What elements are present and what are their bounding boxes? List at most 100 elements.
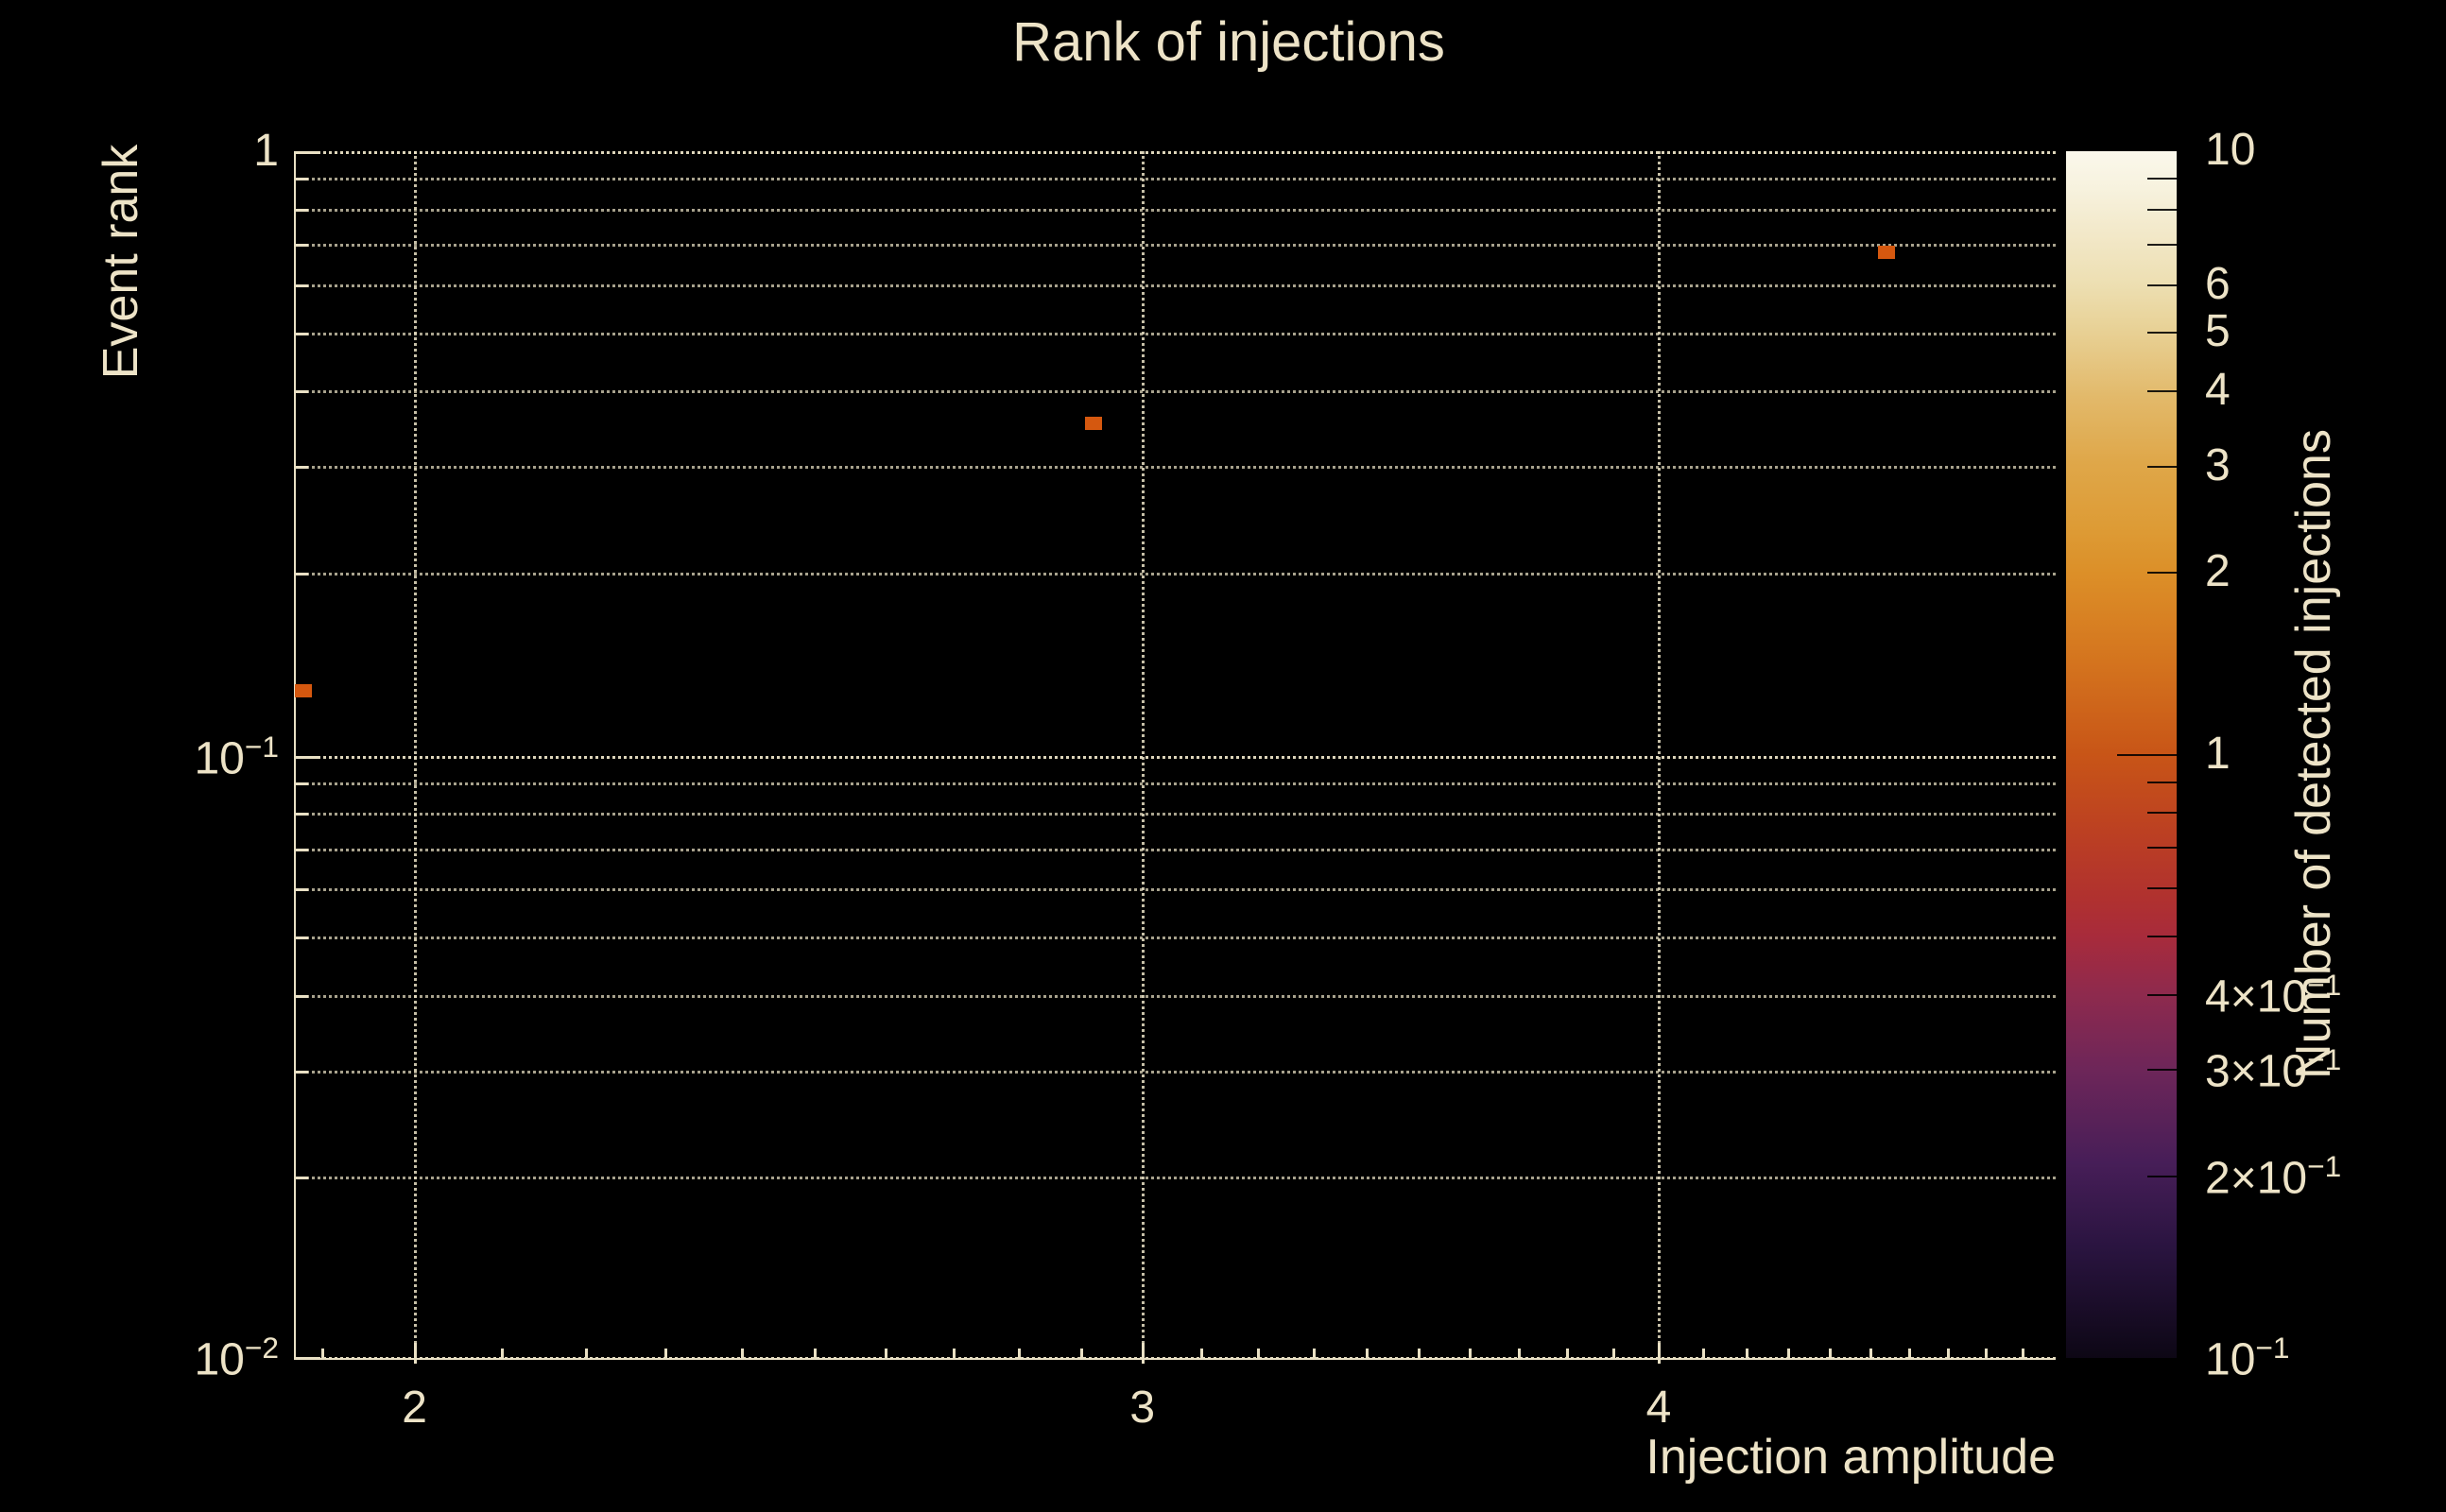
x-tick-label: 4 [1646,1383,1672,1434]
colorbar-tick [2147,390,2177,393]
x-minor-tick [1080,1349,1084,1358]
x-axis-label: Injection amplitude [1645,1430,2056,1485]
y-tick-label-exponent: −2 [244,1331,279,1365]
y-minor-tick [294,208,308,212]
x-minor-tick [1745,1349,1748,1358]
y-minor-tick [294,782,308,785]
colorbar-tick-label: 3 [2205,440,2231,491]
colorbar-tick-label: 2 [2205,546,2231,597]
colorbar-tick-label-text: 10 [2205,1334,2256,1385]
colorbar-tick [2147,993,2177,996]
colorbar-minor-tick [2147,935,2177,937]
x-minor-tick [1869,1349,1872,1358]
colorbar-tick-label: 1 [2205,729,2231,780]
y-minor-gridline [294,208,2056,212]
y-minor-tick [294,244,308,248]
colorbar-tick [2147,1175,2177,1177]
colorbar-tick-label: 10−1 [2205,1331,2290,1385]
y-minor-gridline [294,572,2056,576]
colorbar-tick-label-exponent: −1 [2307,1042,2342,1077]
y-minor-tick [294,466,308,470]
colorbar-minor-tick [2147,887,2177,890]
colorbar-tick-label: 2×10−1 [2205,1148,2342,1204]
x-minor-tick [1829,1349,1833,1358]
y-minor-tick [294,284,308,287]
x-minor-tick [1701,1349,1705,1358]
colorbar-minor-tick [2147,847,2177,850]
y-minor-gridline [294,782,2056,785]
y-minor-gridline [294,994,2056,998]
y-minor-tick [294,888,308,892]
colorbar-tick-label-text: 3×10 [2205,1046,2308,1097]
x-minor-tick [1985,1349,1989,1358]
x-minor-tick [1312,1349,1316,1358]
colorbar-tick-label-text: 2 [2205,546,2231,597]
y-minor-gridline [294,244,2056,248]
colorbar-tick-label-text: 4×10 [2205,971,2308,1022]
y-minor-tick [294,936,308,939]
y-minor-gridline [294,813,2056,816]
colorbar-tick-label-text: 1 [2205,728,2231,779]
y-tick-label: 10−2 [90,1331,279,1385]
y-minor-gridline [294,178,2056,181]
y-tick-label-text: 10 [194,1334,245,1385]
plot-area [294,151,2056,1364]
x-minor-tick [501,1349,505,1358]
colorbar-tick-label-exponent: −1 [2255,1331,2290,1365]
y-minor-gridline [294,848,2056,851]
y-minor-tick [294,1070,308,1074]
x-major-gridline [1658,151,1662,1360]
x-minor-tick [1787,1349,1791,1358]
y-axis-spine [294,151,296,1360]
y-major-gridline [294,151,2056,154]
colorbar-tick [2147,572,2177,575]
y-minor-tick [294,178,308,181]
colorbar-tick [2117,753,2177,756]
y-minor-tick [294,390,308,394]
y-tick-label-exponent: −1 [244,729,279,764]
x-tick-label-text: 3 [1129,1383,1156,1433]
x-minor-tick [664,1349,668,1358]
x-tick-label-text: 4 [1645,1383,1672,1433]
colorbar-tick-label: 4 [2205,365,2231,416]
y-minor-tick [294,848,308,851]
y-minor-gridline [294,1177,2056,1180]
colorbar-minor-tick [2147,178,2177,180]
y-minor-gridline [294,1070,2056,1074]
y-tick-label: 1 [90,126,279,177]
colorbar-tick-label-text: 2×10 [2205,1153,2308,1204]
colorbar-tick-label-exponent: −1 [2307,967,2342,1002]
x-minor-tick [814,1349,818,1358]
x-tick-label-text: 2 [402,1383,427,1433]
y-tick-label-text: 1 [253,126,279,176]
y-minor-gridline [294,466,2056,470]
colorbar-tick-label-text: 3 [2205,439,2231,490]
y-tick-label: 10−1 [90,730,279,784]
colorbar-tick [2147,465,2177,468]
colorbar-tick-label: 3×10−1 [2205,1043,2341,1097]
colorbar-tick-label-text: 6 [2205,258,2231,309]
colorbar-tick-label: 5 [2205,306,2231,357]
colorbar-tick-label-text: 10 [2205,125,2256,175]
x-minor-tick [1418,1349,1421,1358]
x-major-gridline [413,151,417,1360]
y-minor-tick [294,1177,308,1180]
y-minor-gridline [294,284,2056,287]
x-minor-tick [1947,1349,1951,1358]
y-major-gridline [294,755,2056,759]
colorbar-minor-tick [2147,781,2177,783]
colorbar-tick-label: 4×10−1 [2205,967,2342,1022]
x-minor-tick [1517,1349,1521,1358]
y-minor-gridline [294,390,2056,394]
colorbar-tick-label-exponent: −1 [2307,1148,2342,1183]
x-minor-tick [2022,1349,2025,1358]
y-major-tick [294,755,319,759]
x-minor-tick [584,1349,588,1358]
x-minor-tick [952,1349,956,1358]
x-minor-tick [1611,1349,1615,1358]
x-minor-tick [884,1349,887,1358]
x-minor-tick [1468,1349,1472,1358]
x-major-tick [413,1343,417,1364]
x-minor-tick [1199,1349,1203,1358]
